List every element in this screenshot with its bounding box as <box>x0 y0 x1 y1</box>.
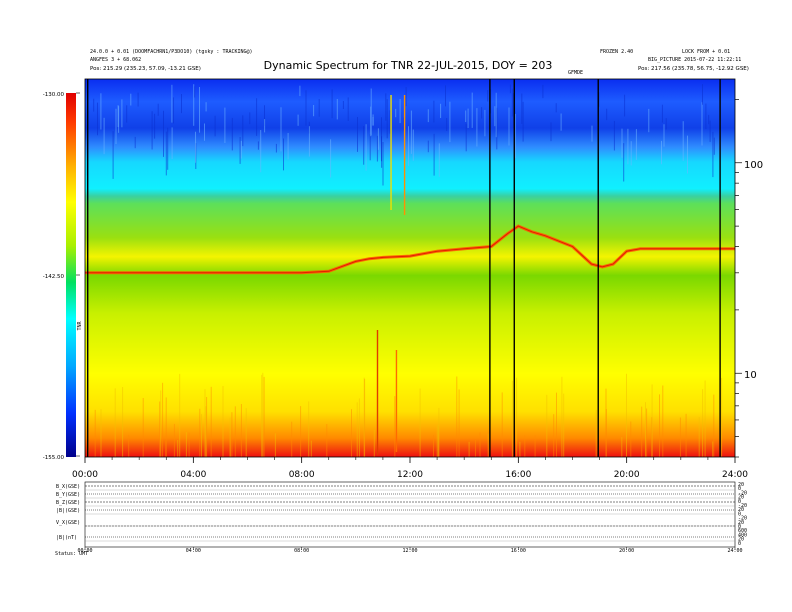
header-info-right-2: BIG_PICTURE 2015-07-22 11:22:11 <box>648 57 741 63</box>
lower-right-tick-label: -20 <box>738 490 747 496</box>
colorbar-tick-top: -130.00 <box>43 92 65 98</box>
spectrogram-streaks <box>85 84 723 457</box>
chart-title: Dynamic Spectrum for TNR 22-JUL-2015, DO… <box>264 59 553 72</box>
x-tick-label: 24:00 <box>722 470 748 480</box>
header-info-left-2: ANGFES 3 + 68.062 <box>90 57 141 63</box>
y-tick-label-100: 100 <box>744 160 763 171</box>
x-tick-label: 00:00 <box>72 470 98 480</box>
lower-panels-rows: B_X(GSE) B_Y(GSE) B_Z(GSE) |B|(GSE) V_X(GSE)… <box>56 484 735 542</box>
lower-x-tick-label: 24:00 <box>727 548 742 554</box>
header-info-left-3: Pos: 215.29 (235.23, 57.09, -13.21 GSE) <box>90 66 201 72</box>
x-axis: 00:00 04:00 08:00 12:00 16:00 20:00 24:00 <box>72 457 748 480</box>
lower-x-tick-label: 20:00 <box>619 548 634 554</box>
lower-right-tick-label: 20 <box>738 495 744 501</box>
header-mid-tag: GFMDE <box>568 70 583 76</box>
lower-x-tick-label: 00:00 <box>77 548 92 554</box>
colorbar-tick-bottom: -155.00 <box>43 455 65 461</box>
lower-right-tick-label: -20 <box>738 516 747 522</box>
lower-right-tick-label: -20 <box>738 503 747 509</box>
header-info-right-1: LOCK FROM + 0.01 <box>682 49 730 55</box>
lower-row-label: B_Y(GSE) <box>56 492 80 498</box>
x-tick-label: 16:00 <box>505 470 531 480</box>
lower-x-tick-label: 08:00 <box>294 548 309 554</box>
lower-right-tick-label: 400 <box>738 532 747 538</box>
lower-panels: B_X(GSE) B_Y(GSE) B_Z(GSE) |B|(GSE) V_X(GSE)… <box>55 481 747 557</box>
lower-right-tick-label: 0 <box>738 486 741 492</box>
x-tick-label: 08:00 <box>289 470 315 480</box>
colorbar <box>66 93 76 457</box>
lower-row-label: |B|(GSE) <box>56 508 80 514</box>
lower-right-tick-label: 0 <box>738 499 741 505</box>
lower-right-tick-label: 20 <box>738 537 744 543</box>
header-info-right-3: Pos: 217.56 (235.78, 56.75, -12.92 GSE) <box>638 66 749 72</box>
lower-row-label: V_X(GSE) <box>56 520 80 526</box>
lower-right-tick-label: 0 <box>738 524 741 530</box>
plasma-line-core <box>85 225 735 274</box>
lower-row-label: B_X(GSE) <box>56 484 80 490</box>
lower-right-tick-label: 0 <box>738 541 741 547</box>
colorbar-label: TNR <box>77 320 83 330</box>
lower-x-tick-label: 16:00 <box>511 548 526 554</box>
header-info-left-1: 24.0.0 + 0.01 (DOOMFACHRN1/P3DO10) (tgsk… <box>90 49 253 55</box>
lower-x-tick-label: 04:00 <box>186 548 201 554</box>
y-axis <box>735 99 742 458</box>
lower-right-tick-label: 20 <box>738 520 744 526</box>
colorbar-tick-mid: -142.50 <box>43 274 65 280</box>
spectrogram-background <box>85 79 735 457</box>
header-info-right-small: FROZEN 2.40 <box>600 49 633 55</box>
lower-right-tick-label: 0 <box>738 511 741 517</box>
lower-right-tick-label: 20 <box>738 482 744 488</box>
lower-right-tick-label: 600 <box>738 528 747 534</box>
spectrogram <box>85 79 735 457</box>
y-tick-label-10: 10 <box>744 370 757 381</box>
lower-panels-x-axis: 00:00 04:00 08:00 12:00 16:00 20:00 24:00 <box>77 547 743 554</box>
x-tick-label: 12:00 <box>397 470 423 480</box>
x-tick-label: 20:00 <box>614 470 640 480</box>
x-tick-label: 04:00 <box>180 470 206 480</box>
lower-panels-footer: Status: UMT <box>55 551 88 557</box>
lower-x-tick-label: 12:00 <box>402 548 417 554</box>
lower-right-tick-label: 20 <box>738 507 744 513</box>
lower-row-label: B_Z(GSE) <box>56 500 80 506</box>
data-gap-lines <box>87 79 721 457</box>
lower-row-label: |B|(nT) <box>56 535 77 541</box>
